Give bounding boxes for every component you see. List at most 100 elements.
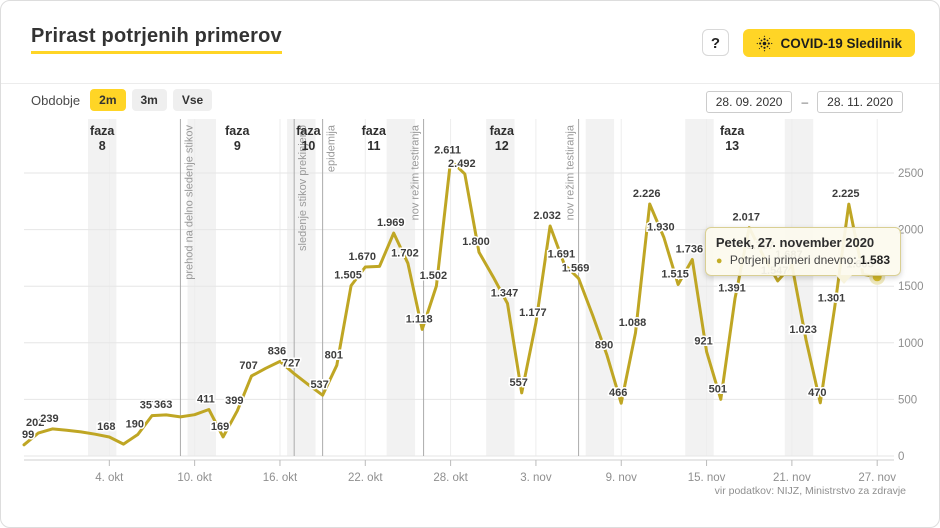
cases-line[interactable] xyxy=(22,158,879,447)
date-range-separator: – xyxy=(801,95,809,109)
data-point-label: 1.347 xyxy=(491,288,519,300)
phase-label: faza xyxy=(362,124,387,138)
phase-label: faza xyxy=(720,124,745,138)
x-axis-label: 15. nov xyxy=(688,472,726,484)
period-switcher: 2m 3m Vse xyxy=(90,89,213,111)
data-point-label: 411 xyxy=(197,393,215,405)
y-axis-label: 2000 xyxy=(898,225,924,237)
data-source-note: vir podatkov: NIJZ, Ministrstvo za zdrav… xyxy=(714,485,906,497)
tooltip-body: ● Potrjeni primeri dnevno: 1.583 xyxy=(716,253,890,267)
y-axis-label: 1500 xyxy=(898,281,924,293)
phase-annotation-label: nov režim testiranja xyxy=(410,124,422,220)
data-point-label: 2.611 xyxy=(434,144,461,156)
data-point-label: 2.226 xyxy=(633,188,661,200)
phase-annotation-label: prehod na delno sledenje stikov xyxy=(183,125,195,280)
data-point-label: 363 xyxy=(154,399,172,411)
data-point-label: 537 xyxy=(310,379,328,391)
data-point-label: 2.225 xyxy=(832,188,860,200)
data-point-label: 1.023 xyxy=(789,324,817,336)
date-to-input[interactable]: 28. 11. 2020 xyxy=(817,91,903,113)
x-axis-label: 3. nov xyxy=(520,472,552,484)
data-point-label: 1.930 xyxy=(647,222,675,234)
data-point-label: 99 xyxy=(22,429,34,441)
y-axis-label: 2500 xyxy=(898,168,924,180)
series-bullet-icon: ● xyxy=(715,255,723,267)
data-point-label: 357 xyxy=(140,400,158,412)
phase-label-number: 10 xyxy=(301,139,315,153)
page-title: Prirast potrjenih primerov xyxy=(31,25,282,54)
data-point-label: 1.969 xyxy=(377,217,405,229)
x-axis-label: 21. nov xyxy=(773,472,811,484)
data-point-label: 801 xyxy=(325,349,343,361)
data-point-label: 2.017 xyxy=(732,212,760,224)
period-label: Obdobje xyxy=(31,92,81,108)
phase-label-number: 12 xyxy=(495,139,509,153)
tooltip-date: Petek, 27. november 2020 xyxy=(715,235,875,250)
tooltip-series-label: Potrjeni primeri dnevno: xyxy=(729,253,857,267)
phase-annotation-label: nov režim testiranja xyxy=(565,124,577,220)
phase-annotation-label: sledenje stikov prekinjeno xyxy=(297,125,309,251)
data-point-label: 1.569 xyxy=(562,262,590,274)
data-point-label: 1.670 xyxy=(349,251,377,263)
y-axis-label: 0 xyxy=(898,451,904,463)
x-axis-label: 28. okt xyxy=(433,472,468,484)
chart-tooltip: Petek, 27. november 2020 ● Potrjeni prim… xyxy=(704,227,901,284)
data-point-label: 501 xyxy=(709,383,727,395)
cases-line-chart[interactable]: 0 500 1000 1500 2000 2500 prehod na delno sled… xyxy=(1,113,939,509)
data-point-label: 707 xyxy=(239,360,257,372)
data-point-label: 399 xyxy=(225,395,243,407)
x-axis-label: 4. okt xyxy=(95,472,124,484)
phase-label-number: 11 xyxy=(367,139,380,153)
phase-label: faza xyxy=(225,124,250,138)
data-point-label: 239 xyxy=(40,413,58,425)
data-point-label: 1.515 xyxy=(661,269,689,281)
header-divider xyxy=(1,83,939,84)
data-point-label: 1.177 xyxy=(519,307,547,319)
period-button-vse[interactable]: Vse xyxy=(172,89,213,111)
period-button-3m[interactable]: 3m xyxy=(131,89,167,111)
data-point-label: 190 xyxy=(126,418,144,430)
data-point-label: 1.691 xyxy=(548,249,576,261)
data-point-label: 202 xyxy=(26,417,44,429)
y-axis-label: 1000 xyxy=(898,338,924,350)
phase-label-number: 8 xyxy=(99,139,106,153)
x-axis-label: 16. okt xyxy=(263,472,298,484)
weekend-band xyxy=(685,119,714,456)
tooltip-value: 1.583 xyxy=(859,253,890,267)
x-axis-label: 22. okt xyxy=(348,472,383,484)
weekend-band xyxy=(585,119,615,456)
data-point-label: 836 xyxy=(268,345,286,357)
weekend-band xyxy=(88,119,117,456)
brand-label: COVID-19 Sledilnik xyxy=(780,35,902,51)
x-axis-label: 10. okt xyxy=(177,472,212,484)
phase-label-number: 9 xyxy=(234,139,241,153)
data-point-label: 466 xyxy=(609,387,627,399)
data-point-label: 470 xyxy=(808,387,826,399)
data-point-label: 921 xyxy=(694,336,712,348)
date-from-input[interactable]: 28. 09. 2020 xyxy=(705,91,793,113)
data-point-label: 1.502 xyxy=(420,270,448,282)
x-axis-label: 9. nov xyxy=(606,472,638,484)
data-point-label: 1.702 xyxy=(391,247,419,259)
help-button[interactable]: ? xyxy=(702,29,729,56)
weekend-band xyxy=(784,119,814,456)
data-point-label: 168 xyxy=(97,421,115,433)
data-point-label: 2.032 xyxy=(533,210,561,222)
data-point-label: 557 xyxy=(510,377,528,389)
sledilnik-brand-button[interactable]: COVID-19 Sledilnik xyxy=(743,29,915,57)
data-point-label: 1.736 xyxy=(676,243,704,255)
period-button-2m[interactable]: 2m xyxy=(90,89,126,111)
data-point-label: 1.301 xyxy=(818,293,846,305)
data-point-label: 1.088 xyxy=(619,317,647,329)
y-axis-label: 500 xyxy=(898,394,917,406)
phase-label: faza xyxy=(296,124,321,138)
data-point-label: 1.800 xyxy=(462,236,490,248)
phase-label: faza xyxy=(490,124,515,138)
data-point-label: 890 xyxy=(595,339,613,351)
phase-label: faza xyxy=(90,124,115,138)
data-point-label: 1.118 xyxy=(406,313,433,325)
data-point-label: 2.492 xyxy=(448,158,476,170)
data-point-label: 727 xyxy=(282,358,300,370)
data-point-label: 169 xyxy=(211,421,229,433)
